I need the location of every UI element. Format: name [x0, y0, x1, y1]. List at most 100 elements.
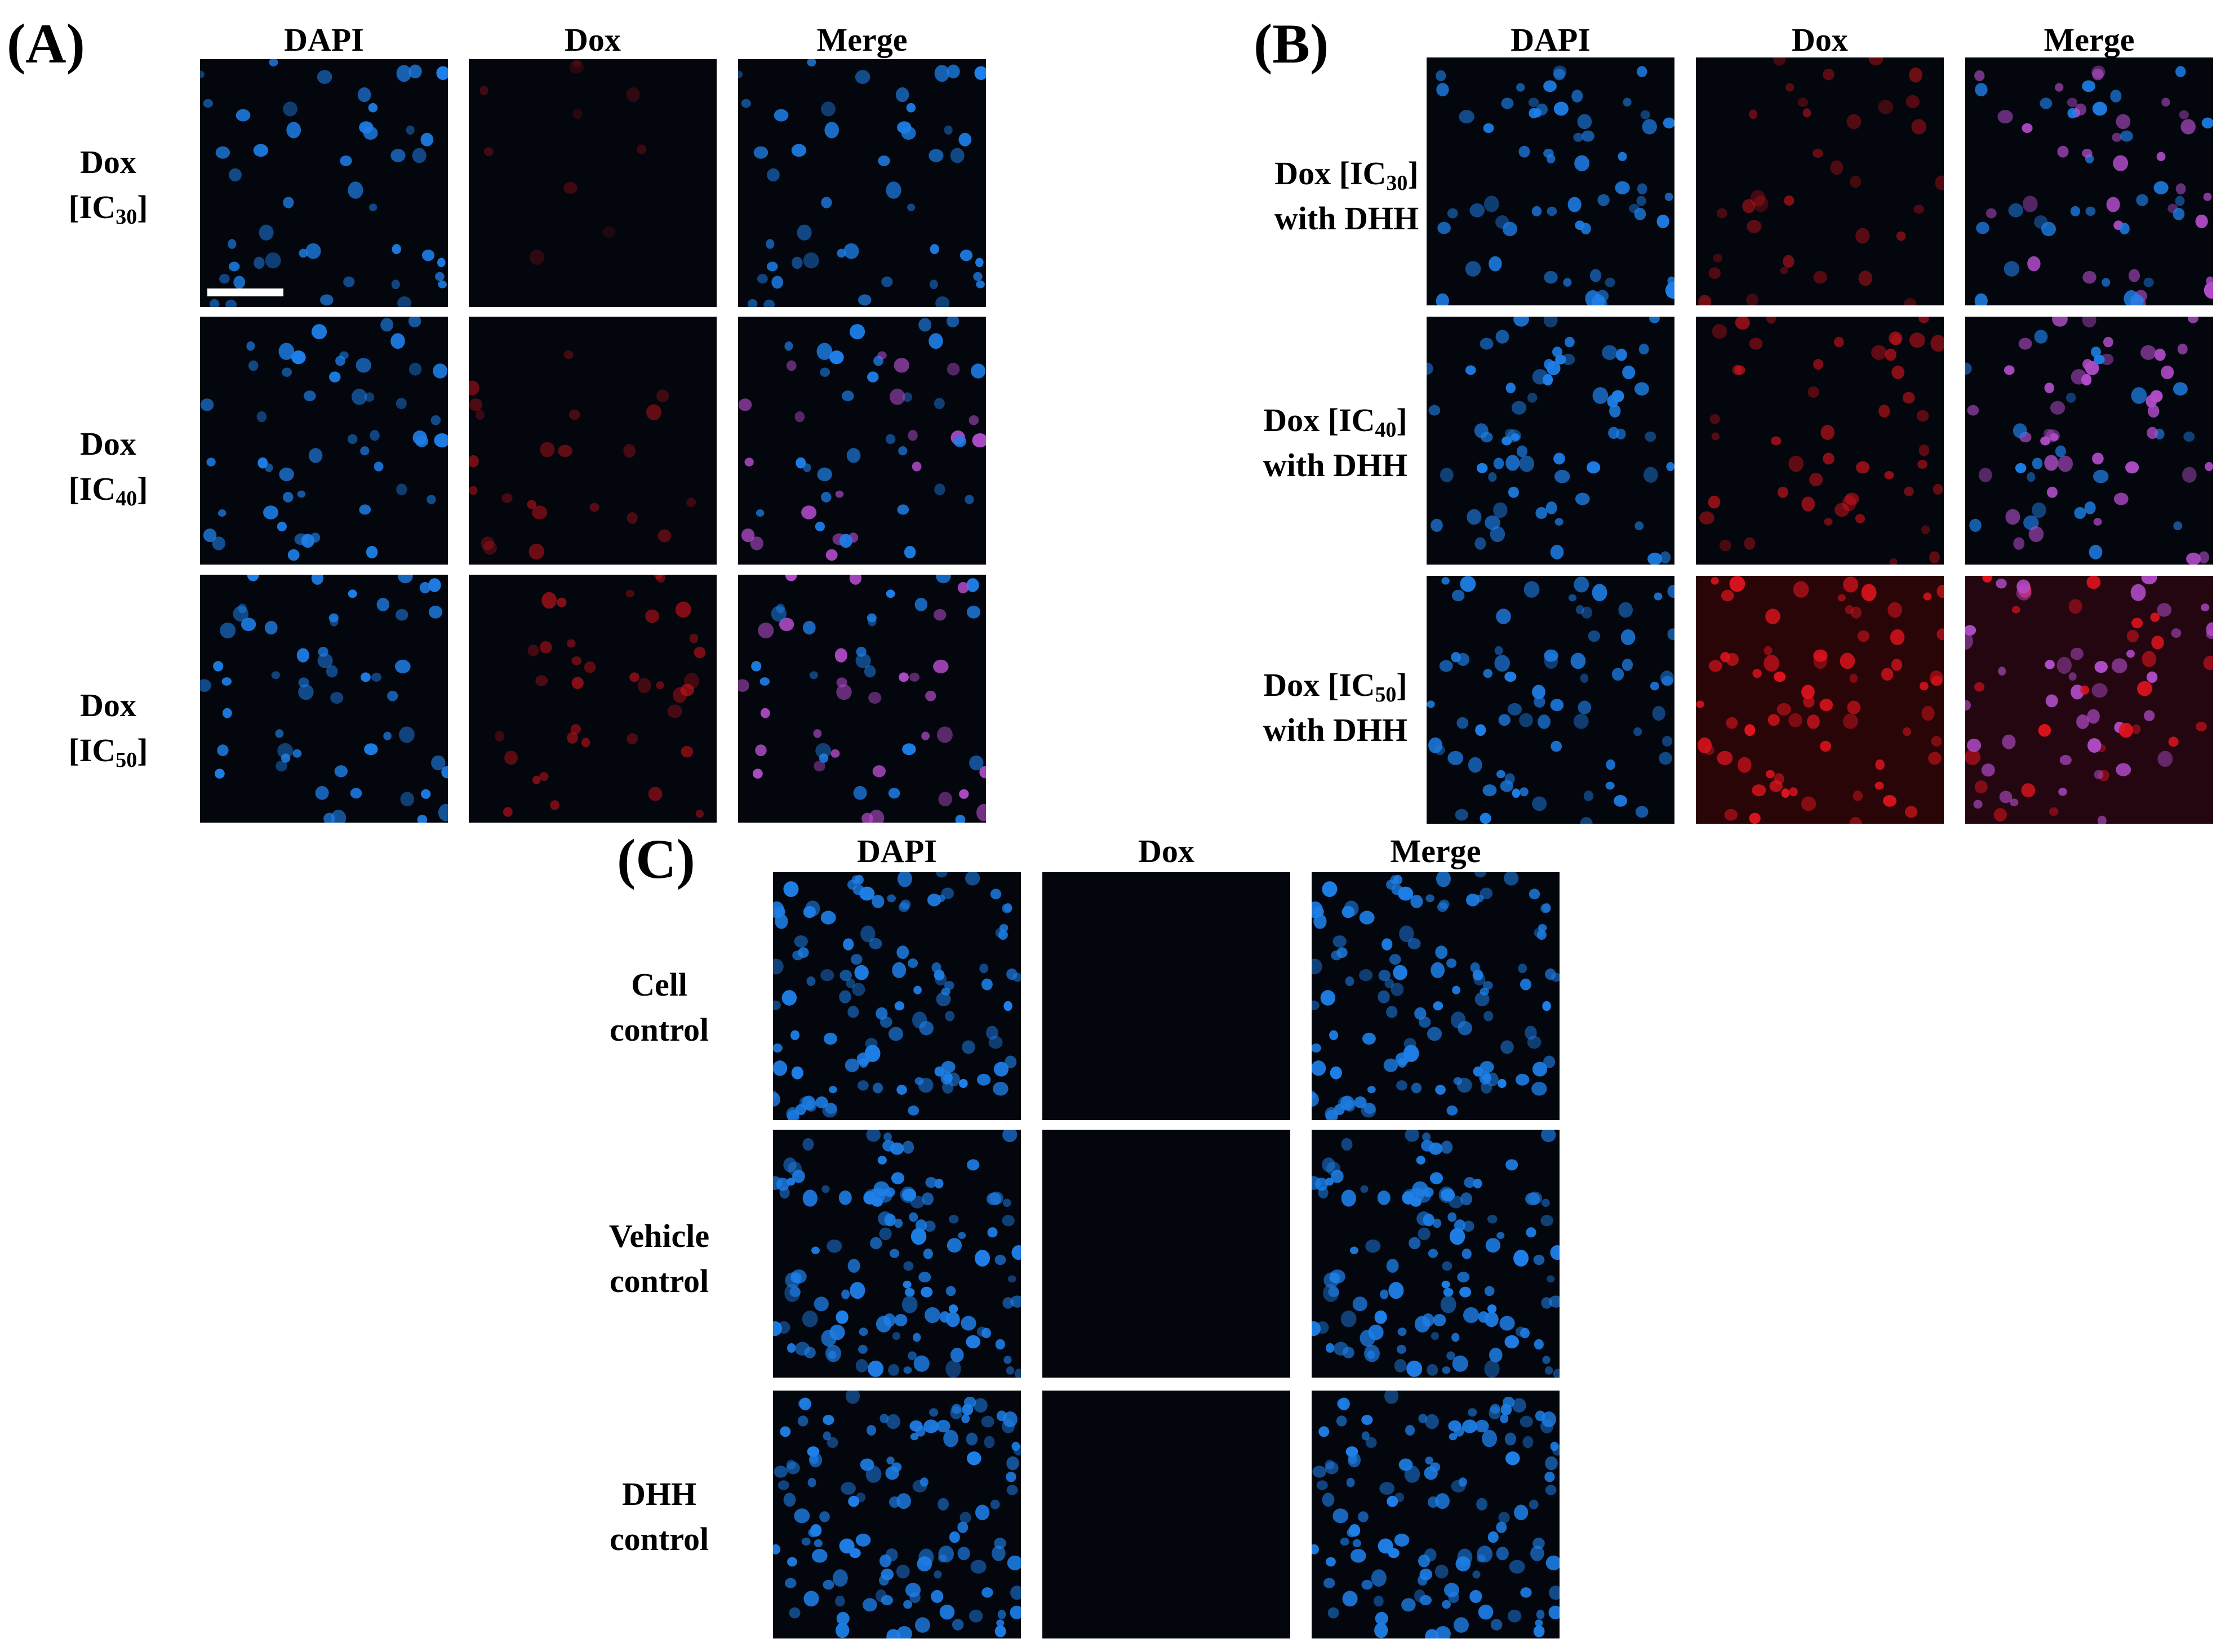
micrograph-canvas [1965, 576, 2213, 824]
cell-nucleus [1419, 1568, 1433, 1580]
panel-label-b: (B) [1254, 12, 1329, 75]
cell-nucleus [999, 924, 1009, 932]
cell-nucleus [1365, 1437, 1377, 1449]
cell-nucleus [823, 1415, 834, 1425]
cell-nucleus [759, 677, 770, 686]
cell-nucleus [1858, 270, 1873, 286]
cell-nucleus [361, 672, 371, 682]
cell-nucleus [475, 410, 485, 420]
cell-nucleus [1573, 713, 1589, 729]
cell-nucleus [2043, 428, 2054, 438]
cell-nucleus [2071, 369, 2087, 385]
cell-nucleus [1459, 110, 1474, 124]
cell-nucleus [2065, 392, 2076, 403]
cell-nucleus [908, 1351, 917, 1360]
cell-nucleus [1656, 214, 1669, 229]
cell-nucleus [823, 1431, 831, 1441]
cell-nucleus [1338, 1397, 1350, 1411]
cell-nucleus [1345, 976, 1354, 987]
cell-nucleus [1633, 727, 1642, 736]
cell-nucleus [967, 1451, 981, 1466]
cell-nucleus [1005, 1055, 1017, 1068]
cell-nucleus [1388, 1548, 1400, 1558]
cell-nucleus [912, 461, 922, 472]
cell-nucleus [286, 122, 301, 139]
cell-nucleus [2116, 114, 2131, 130]
cell-nucleus [1884, 470, 1894, 479]
micrograph-c-cell-dox [1042, 872, 1290, 1120]
cell-nucleus [1753, 196, 1769, 212]
cell-nucleus [846, 978, 856, 989]
row-label-line1: DHH [621, 1476, 697, 1512]
cell-nucleus [895, 87, 909, 103]
cell-nucleus [1765, 770, 1775, 779]
cell-nucleus [1967, 739, 1982, 752]
cell-nucleus [2182, 467, 2197, 483]
cell-nucleus [558, 445, 572, 458]
cell-nucleus [2011, 606, 2020, 614]
cell-nucleus [773, 958, 784, 975]
cell-nucleus [805, 1100, 817, 1112]
cell-nucleus [1365, 1239, 1381, 1253]
cell-nucleus [1441, 577, 1450, 585]
cell-nucleus [870, 1237, 882, 1250]
cell-nucleus [848, 1495, 860, 1507]
cell-nucleus [863, 1598, 877, 1612]
cell-nucleus [829, 350, 844, 365]
cell-nucleus [1930, 335, 1944, 352]
cell-nucleus [315, 786, 329, 800]
cell-nucleus [283, 101, 297, 117]
cell-nucleus [298, 684, 314, 700]
cell-nucleus [2040, 97, 2053, 109]
cell-nucleus [1544, 653, 1558, 669]
cell-nucleus [2130, 584, 2146, 601]
cell-nucleus [815, 743, 831, 758]
cell-nucleus [563, 181, 578, 194]
cell-nucleus [2082, 359, 2093, 370]
cell-nucleus [929, 1408, 939, 1417]
cell-nucleus [1446, 958, 1457, 968]
cell-nucleus [2094, 661, 2108, 673]
cell-nucleus [438, 280, 447, 288]
cell-nucleus [1575, 605, 1584, 615]
cell-nucleus [1737, 757, 1752, 773]
cell-nucleus [1011, 1245, 1021, 1260]
cell-nucleus [896, 945, 909, 960]
cell-nucleus [1776, 703, 1792, 716]
cell-nucleus [1780, 267, 1789, 274]
micrograph-c-dhh-merge [1312, 1391, 1560, 1638]
cell-nucleus [1525, 1025, 1537, 1040]
cell-nucleus [283, 197, 294, 208]
micrograph-canvas [773, 872, 1021, 1120]
cell-nucleus [929, 1423, 938, 1432]
cell-nucleus [821, 1185, 830, 1193]
cell-nucleus [1424, 1414, 1439, 1429]
cell-nucleus [810, 1454, 819, 1464]
cell-nucleus [1801, 496, 1815, 512]
cell-nucleus [1563, 278, 1572, 287]
cell-nucleus [1508, 486, 1519, 498]
cell-nucleus [1664, 192, 1673, 201]
cell-nucleus [431, 755, 446, 771]
cell-nucleus [1824, 518, 1833, 526]
cell-nucleus [436, 66, 448, 80]
cell-nucleus [909, 1212, 918, 1222]
cell-nucleus [1433, 1314, 1446, 1327]
cell-nucleus [2177, 343, 2188, 355]
cell-nucleus [1312, 1466, 1326, 1478]
cell-nucleus [2058, 455, 2073, 472]
cell-nucleus [581, 738, 590, 748]
cell-nucleus [997, 1610, 1006, 1619]
cell-nucleus [2106, 197, 2120, 212]
cell-nucleus [941, 1061, 956, 1073]
cell-nucleus [801, 1538, 811, 1546]
cell-nucleus [397, 296, 412, 307]
cell-nucleus [887, 894, 896, 903]
cell-nucleus [802, 1189, 818, 1207]
cell-nucleus [1551, 740, 1562, 752]
cell-nucleus [1997, 110, 2013, 124]
cell-nucleus [1904, 806, 1918, 818]
cell-nucleus [836, 1310, 849, 1324]
cell-nucleus [946, 317, 960, 328]
cell-nucleus [233, 606, 249, 622]
